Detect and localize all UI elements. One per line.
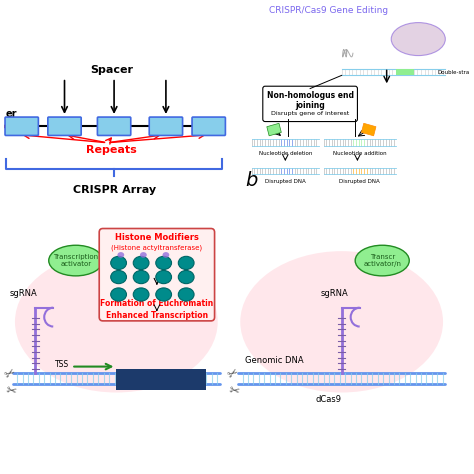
FancyBboxPatch shape: [99, 228, 215, 321]
Ellipse shape: [178, 256, 194, 270]
Ellipse shape: [49, 245, 103, 276]
Ellipse shape: [111, 288, 127, 301]
Text: Non-homologus end
joining: Non-homologus end joining: [266, 91, 354, 110]
Text: Repeats: Repeats: [86, 145, 137, 155]
Text: Disrupts gene of interest: Disrupts gene of interest: [271, 111, 349, 116]
Text: Double-stra: Double-stra: [437, 70, 469, 74]
Text: CRISPR Array: CRISPR Array: [73, 185, 155, 195]
Ellipse shape: [118, 252, 124, 258]
Text: Enhanced Transcription: Enhanced Transcription: [106, 311, 208, 320]
Text: er: er: [6, 109, 18, 119]
Text: ✂: ✂: [227, 384, 240, 399]
Text: Transcription
activator: Transcription activator: [53, 254, 98, 267]
Text: TSS: TSS: [55, 360, 69, 369]
Text: sgRNA: sgRNA: [10, 289, 38, 298]
Text: b: b: [246, 171, 258, 190]
Text: (Histone actyltransferase): (Histone actyltransferase): [111, 244, 202, 251]
Ellipse shape: [133, 271, 149, 283]
Ellipse shape: [111, 256, 127, 270]
FancyBboxPatch shape: [263, 86, 357, 121]
FancyBboxPatch shape: [5, 117, 38, 136]
Text: Disrupted DNA: Disrupted DNA: [265, 179, 306, 184]
Text: Disrupted DNA: Disrupted DNA: [339, 179, 380, 184]
Ellipse shape: [391, 23, 445, 55]
Text: Target Gene: Target Gene: [130, 375, 192, 384]
Text: Nucleotide addition: Nucleotide addition: [333, 151, 386, 155]
Bar: [116, 369, 207, 390]
Ellipse shape: [140, 252, 147, 258]
Ellipse shape: [156, 256, 172, 270]
Ellipse shape: [111, 271, 127, 283]
Text: Nucleotide deletion: Nucleotide deletion: [259, 151, 312, 155]
Text: Genomic DNA: Genomic DNA: [245, 356, 303, 365]
Polygon shape: [267, 123, 282, 136]
Ellipse shape: [15, 251, 218, 392]
Text: Formation of Euchromatin: Formation of Euchromatin: [100, 300, 213, 309]
Ellipse shape: [156, 288, 172, 301]
FancyBboxPatch shape: [149, 117, 182, 136]
Text: Transcr
activator/n: Transcr activator/n: [363, 254, 401, 267]
Ellipse shape: [133, 256, 149, 270]
Ellipse shape: [133, 288, 149, 301]
Text: ✂: ✂: [3, 365, 18, 382]
FancyBboxPatch shape: [192, 117, 226, 136]
Ellipse shape: [178, 271, 194, 283]
Text: dCas9: dCas9: [315, 395, 341, 404]
Text: sgRNA: sgRNA: [321, 289, 349, 298]
Ellipse shape: [163, 252, 169, 258]
FancyBboxPatch shape: [48, 117, 81, 136]
Ellipse shape: [355, 245, 409, 276]
Text: Spacer: Spacer: [91, 65, 133, 75]
Ellipse shape: [240, 251, 443, 392]
Bar: [396, 69, 414, 75]
FancyBboxPatch shape: [98, 117, 131, 136]
Ellipse shape: [178, 288, 194, 301]
Text: ✂: ✂: [226, 365, 241, 382]
Polygon shape: [362, 123, 376, 136]
Ellipse shape: [156, 271, 172, 283]
Text: Histone Modifiers: Histone Modifiers: [115, 233, 199, 241]
Text: CRISPR/Cas9 Gene Editing: CRISPR/Cas9 Gene Editing: [269, 6, 388, 15]
Text: ✂: ✂: [4, 384, 17, 399]
Text: nce: nce: [6, 124, 25, 134]
